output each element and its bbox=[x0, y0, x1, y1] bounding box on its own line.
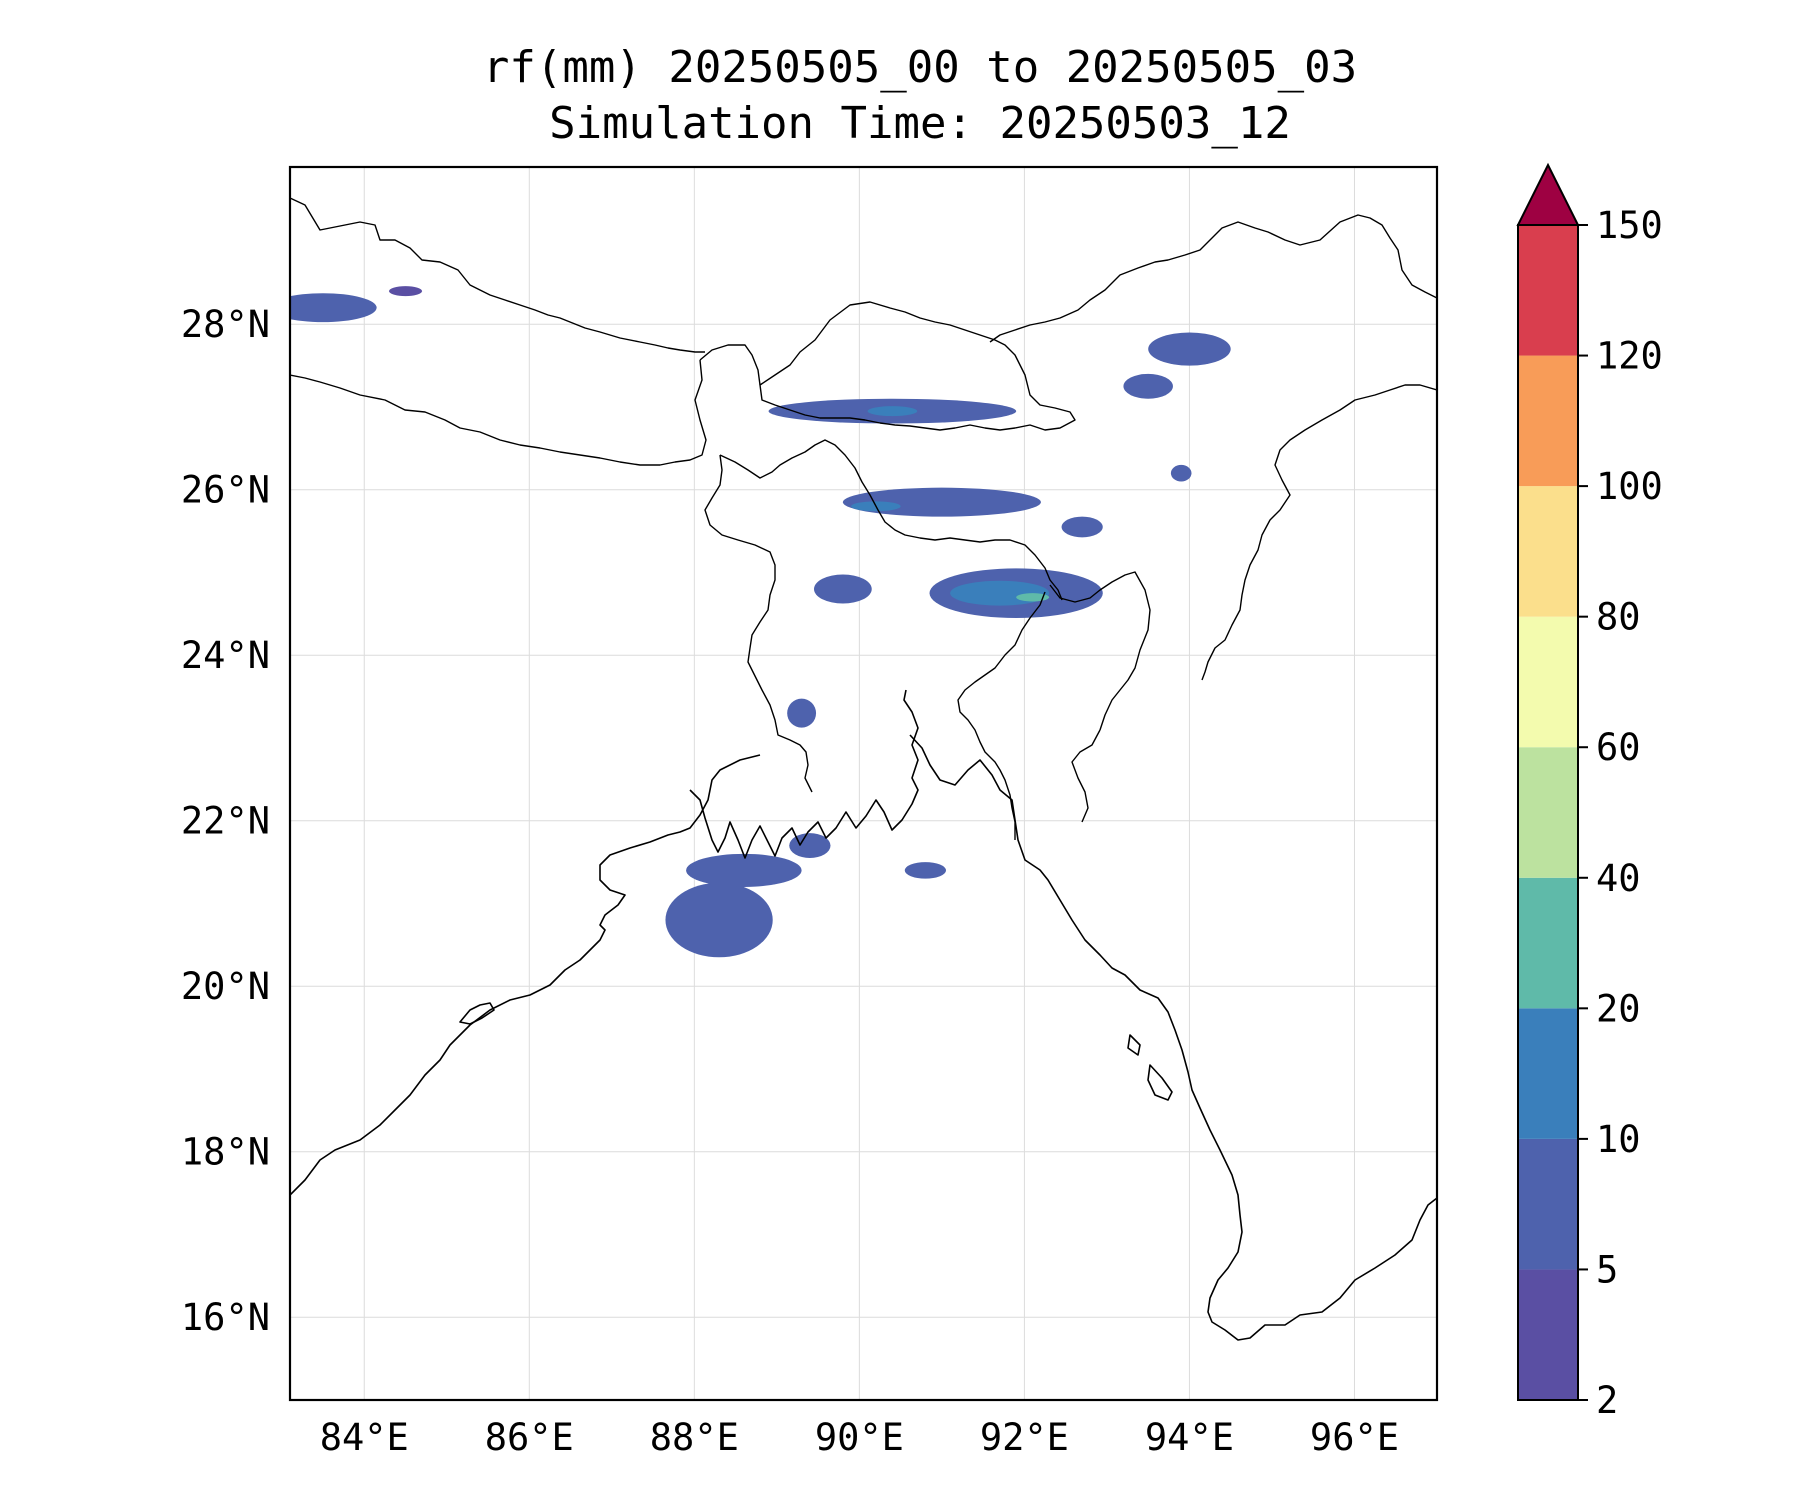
colorbar-label: 80 bbox=[1596, 596, 1641, 639]
colorbar-segment bbox=[1518, 355, 1578, 487]
colorbar-label: 10 bbox=[1596, 1118, 1641, 1161]
y-tick-label: 16°N bbox=[181, 1296, 270, 1339]
rain-area bbox=[1061, 516, 1103, 538]
x-tick-label: 96°E bbox=[1310, 1416, 1399, 1459]
colorbar-segment bbox=[1518, 747, 1578, 878]
x-tick-label: 90°E bbox=[815, 1416, 904, 1459]
colorbar-segment bbox=[1518, 616, 1578, 748]
rain-area bbox=[1148, 332, 1231, 366]
colorbar-segment bbox=[1518, 486, 1578, 617]
border-india-meghalaya-tripura bbox=[1049, 571, 1151, 731]
colorbar-segment bbox=[1518, 1008, 1578, 1139]
border-tibet-arunachal bbox=[989, 214, 1437, 343]
rain-area bbox=[867, 406, 918, 417]
colorbar-segment bbox=[1518, 1138, 1578, 1270]
rain-area bbox=[789, 833, 831, 858]
border-bhutan bbox=[759, 301, 1076, 431]
rain-area bbox=[389, 286, 423, 297]
colorbar-segment bbox=[1518, 225, 1578, 356]
coastline-chilika bbox=[459, 1002, 495, 1025]
colorbar-frame bbox=[1517, 224, 1579, 1401]
x-tick-label: 86°E bbox=[485, 1416, 574, 1459]
rain-area bbox=[787, 698, 817, 728]
title-line-2: Simulation Time: 20250503_12 bbox=[549, 98, 1291, 149]
coastline-india-east bbox=[290, 754, 761, 1196]
title-line-1: rf(mm) 20250505_00 to 20250505_03 bbox=[483, 42, 1357, 93]
map-frame bbox=[288, 165, 1439, 1402]
rain-area bbox=[813, 574, 872, 604]
x-tick-label: 88°E bbox=[650, 1416, 739, 1459]
border-nepal bbox=[290, 197, 705, 353]
x-tick-label: 84°E bbox=[320, 1416, 409, 1459]
coastline-islands bbox=[1127, 1034, 1173, 1101]
colorbar-label: 20 bbox=[1596, 987, 1641, 1030]
y-tick-label: 24°N bbox=[181, 634, 270, 677]
rain-area bbox=[904, 862, 947, 879]
rain-area bbox=[950, 580, 1050, 606]
colorbar-extend-arrow bbox=[1516, 162, 1580, 226]
y-tick-label: 26°N bbox=[181, 469, 270, 512]
colorbar-segment bbox=[1518, 1269, 1578, 1400]
coastline-bangladesh-myanmar bbox=[909, 734, 1437, 1341]
colorbar-label: 2 bbox=[1596, 1379, 1618, 1422]
rain-area bbox=[665, 882, 773, 958]
border-india-myanmar-northeast bbox=[1201, 384, 1437, 681]
coastline-sundarbans bbox=[689, 689, 919, 859]
y-tick-label: 20°N bbox=[181, 965, 270, 1008]
y-tick-label: 22°N bbox=[181, 800, 270, 843]
border-bangladesh-east bbox=[957, 591, 1046, 840]
border-bangladesh bbox=[704, 454, 813, 793]
x-axis-ticks: 84°E 86°E 88°E 90°E 92°E 94°E 96°E bbox=[320, 1416, 1399, 1459]
x-tick-label: 94°E bbox=[1145, 1416, 1234, 1459]
colorbar-label: 120 bbox=[1596, 335, 1663, 378]
rain-area bbox=[1123, 373, 1173, 399]
y-tick-label: 28°N bbox=[181, 303, 270, 346]
colorbar-label: 40 bbox=[1596, 857, 1641, 900]
colorbar-label: 60 bbox=[1596, 726, 1641, 769]
map-area bbox=[290, 197, 1437, 1341]
rain-area bbox=[1016, 593, 1050, 602]
map-gridlines bbox=[290, 167, 1437, 1400]
colorbar-label: 5 bbox=[1596, 1248, 1618, 1291]
border-sikkim bbox=[699, 344, 761, 386]
x-tick-label: 92°E bbox=[980, 1416, 1069, 1459]
y-axis-ticks: 16°N 18°N 20°N 22°N 24°N 26°N 28°N bbox=[181, 303, 270, 1339]
colorbar: 2 5 10 20 40 60 80 100 120 150 bbox=[1516, 162, 1663, 1422]
colorbar-label: 100 bbox=[1596, 465, 1663, 508]
y-tick-label: 18°N bbox=[181, 1131, 270, 1174]
border-bangladesh-north bbox=[719, 439, 1063, 601]
colorbar-label: 150 bbox=[1596, 204, 1663, 247]
colorbar-segment bbox=[1518, 877, 1578, 1009]
border-myanmar-india bbox=[1071, 729, 1101, 823]
rain-area bbox=[290, 293, 377, 323]
rain-area bbox=[686, 853, 802, 887]
rainfall-fields bbox=[290, 286, 1231, 958]
rain-area bbox=[1170, 464, 1192, 482]
border-nepal-india-south bbox=[290, 359, 707, 466]
